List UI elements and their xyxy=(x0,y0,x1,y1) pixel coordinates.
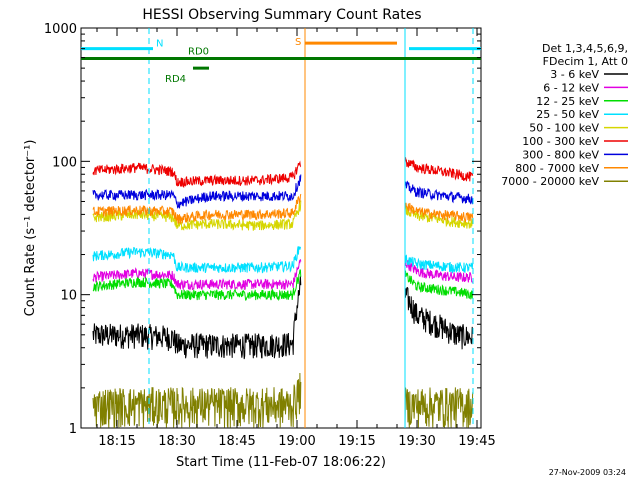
x-tick-label-3: 19:00 xyxy=(278,434,315,449)
x-axis: 18:15 18:30 18:45 19:00 19:15 19:30 19:45 xyxy=(96,28,496,449)
legend-title-line-1: FDecim 1, Att 0 xyxy=(543,55,628,68)
series-line-5-1 xyxy=(404,157,474,182)
legend-label-8: 7000 - 20000 keV xyxy=(501,175,599,188)
series-line-6-0 xyxy=(92,174,302,209)
series-line-8-1 xyxy=(404,387,474,428)
series-line-8-0 xyxy=(92,372,302,429)
annotation-bars: N S RD0 RD4 xyxy=(81,37,481,85)
x-tick-label-1: 18:30 xyxy=(158,434,195,449)
x-tick-label-6: 19:45 xyxy=(458,434,495,449)
legend-label-3: 25 - 50 keV xyxy=(536,108,599,121)
annotation-label-3: RD0 xyxy=(188,47,209,58)
legend-title-line-0: Det 1,3,4,5,6,9, xyxy=(542,42,628,55)
y-axis: 1 10 100 1000 xyxy=(44,22,481,437)
y-tick-label-3: 1000 xyxy=(44,22,77,37)
annotation-label-0: N xyxy=(156,39,163,50)
series-line-1-0 xyxy=(92,259,302,292)
series-line-6-1 xyxy=(404,180,474,205)
series-line-3-1 xyxy=(404,254,474,274)
y-tick-label-2: 100 xyxy=(52,155,77,170)
y-axis-label: Count Rate (s⁻¹ detector⁻¹) xyxy=(23,140,38,317)
annotation-label-2: S xyxy=(295,37,301,48)
series-line-3-0 xyxy=(92,246,302,274)
chart-title: HESSI Observing Summary Count Rates xyxy=(142,7,421,23)
series-line-2-0 xyxy=(92,269,302,302)
series-line-4-0 xyxy=(92,200,302,231)
legend-label-2: 12 - 25 keV xyxy=(536,95,599,108)
legend-label-6: 300 - 800 keV xyxy=(522,148,599,161)
annotation-label-4: RD4 xyxy=(165,74,186,85)
legend: Det 1,3,4,5,6,9,FDecim 1, Att 03 - 6 keV… xyxy=(501,42,628,188)
series-line-0-1 xyxy=(404,286,474,350)
series-line-7-1 xyxy=(404,202,474,224)
series-line-5-0 xyxy=(92,160,302,189)
series-line-7-0 xyxy=(92,193,302,224)
plot-frame xyxy=(80,27,482,429)
x-tick-label-0: 18:15 xyxy=(98,434,135,449)
x-tick-label-2: 18:45 xyxy=(218,434,255,449)
legend-label-4: 50 - 100 keV xyxy=(529,122,599,135)
series-layer xyxy=(92,157,474,429)
legend-label-5: 100 - 300 keV xyxy=(522,135,599,148)
x-tick-label-4: 19:15 xyxy=(338,434,375,449)
series-line-2-1 xyxy=(404,270,474,300)
x-axis-label: Start Time (11-Feb-07 18:06:22) xyxy=(176,455,386,470)
y-tick-label-1: 10 xyxy=(60,289,77,304)
vertical-markers xyxy=(148,28,474,428)
x-tick-label-5: 19:30 xyxy=(398,434,435,449)
footer-timestamp: 27-Nov-2009 03:24 xyxy=(549,468,626,477)
legend-label-0: 3 - 6 keV xyxy=(550,68,599,81)
legend-label-7: 800 - 7000 keV xyxy=(515,162,599,175)
y-tick-label-0: 1 xyxy=(69,422,77,437)
series-line-0-0 xyxy=(92,276,302,360)
legend-label-1: 6 - 12 keV xyxy=(543,81,599,94)
series-line-1-1 xyxy=(404,259,473,283)
